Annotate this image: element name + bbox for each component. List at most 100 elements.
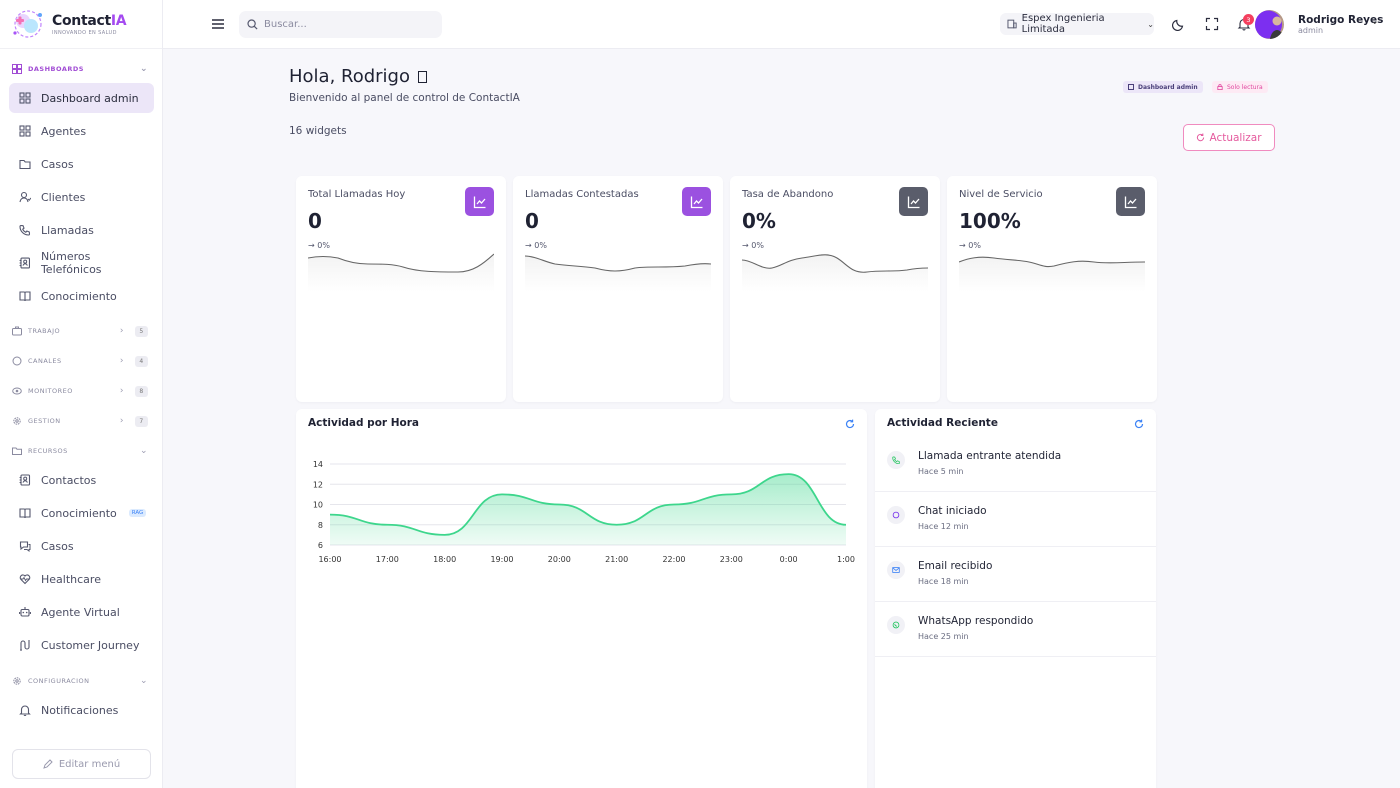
sidebar-item-contactos[interactable]: Contactos [9, 465, 154, 495]
edit-menu-label: Editar menú [58, 758, 121, 770]
sidebar-item-label: Notificaciones [41, 703, 119, 717]
activity-title: Actividad Reciente [887, 417, 998, 429]
brand[interactable]: ContactIA INNOVANDO EN SALUD [0, 0, 162, 49]
section-label: TRABAJO [28, 327, 61, 335]
activity-time: Hace 18 min [918, 577, 969, 586]
chevron-down-icon: ⌄ [139, 446, 148, 456]
sidebar-item-label: Healthcare [41, 572, 101, 586]
series-line [329, 473, 847, 536]
x-tick-label: 16:00 [318, 555, 341, 564]
hamburger-menu-icon[interactable] [211, 17, 225, 31]
sidebar-item-label: Casos [41, 157, 74, 171]
sidebar-item-label: Agentes [41, 124, 87, 138]
sidebar-item-conocimiento[interactable]: Conocimiento [9, 281, 154, 311]
chevron-right-icon: › [119, 326, 124, 336]
activity-by-hour-card: Actividad por Hora 6 8 10 12 14 16:00 17:00 18:… [296, 409, 867, 788]
sidebar-item-dashboard-admin[interactable]: Dashboard admin [9, 83, 154, 113]
user-name[interactable]: Rodrigo Reyes [1298, 14, 1384, 26]
wave-emoji-icon [418, 71, 427, 83]
search-box[interactable] [239, 11, 442, 38]
refresh-button[interactable]: Actualizar [1183, 124, 1275, 151]
section-label: GESTION [28, 417, 61, 425]
kpi-change: → 0% [308, 241, 330, 250]
area-fill [330, 474, 846, 545]
section-configuracion[interactable]: CONFIGURACION ⌄ [12, 673, 150, 689]
sidebar-item-clientes[interactable]: Clientes [9, 182, 154, 212]
sidebar-item-healthcare[interactable]: Healthcare [9, 564, 154, 594]
refresh-icon[interactable] [1134, 419, 1144, 429]
activity-title: Email recibido [918, 560, 993, 572]
x-tick-label: 18:00 [433, 555, 456, 564]
grid-icon [19, 92, 31, 104]
section-recursos[interactable]: RECURSOS ⌄ [12, 443, 150, 459]
kpi-value: 0% [742, 209, 776, 233]
sidebar-item-notificaciones[interactable]: Notificaciones [9, 695, 154, 725]
sidebar-item-label: Casos [41, 539, 74, 553]
sidebar-item-llamadas[interactable]: Llamadas [9, 215, 154, 245]
search-input[interactable] [264, 19, 424, 30]
fullscreen-icon[interactable] [1205, 17, 1219, 31]
section-count: 5 [135, 325, 148, 337]
gear-icon [13, 677, 21, 685]
company-selector[interactable]: Espex Ingenieria Limitada ⌄ [1000, 13, 1154, 35]
sidebar-item-casos[interactable]: Casos [9, 531, 154, 561]
sidebar-item-customer-journey[interactable]: Customer Journey [9, 630, 154, 660]
activity-item[interactable]: Chat iniciado Hace 12 min [875, 492, 1156, 547]
section-gestion[interactable]: GESTION › 7 [12, 413, 150, 429]
activity-item[interactable]: Llamada entrante atendida Hace 5 min [875, 437, 1156, 492]
section-monitoreo[interactable]: MONITOREO › 8 [12, 383, 150, 399]
lock-icon [1217, 84, 1223, 90]
avatar[interactable] [1255, 10, 1284, 39]
chevron-down-icon: ⌄ [139, 64, 148, 74]
kpi-card: Tasa de Abandono 0% → 0% [730, 176, 940, 402]
sidebar: ContactIA INNOVANDO EN SALUD DASHBOARDS … [0, 0, 163, 788]
sidebar-item-label: Customer Journey [41, 638, 140, 652]
eye-icon [12, 387, 22, 395]
top-header: Espex Ingenieria Limitada ⌄ 3 Rodrigo Re… [163, 0, 1400, 49]
badge-label: Dashboard admin [1138, 83, 1198, 91]
chevron-down-icon[interactable]: ⌄ [1371, 17, 1379, 27]
kpi-icon-box [465, 187, 494, 216]
sidebar-item-label: Llamadas [41, 223, 94, 237]
chart-title: Actividad por Hora [308, 417, 420, 429]
activity-item[interactable]: Email recibido Hace 18 min [875, 547, 1156, 602]
x-tick-label: 0:00 [780, 555, 798, 564]
kpi-sparkline [959, 256, 1145, 292]
section-trabajo[interactable]: TRABAJO › 5 [12, 323, 150, 339]
section-dashboards[interactable]: DASHBOARDS ⌄ [12, 61, 150, 77]
kpi-sparkline [742, 254, 928, 292]
sidebar-item-casos[interactable]: Casos [9, 149, 154, 179]
y-tick-label: 12 [313, 480, 323, 489]
user-icon [19, 191, 31, 203]
sidebar-item-conocimiento[interactable]: Conocimiento RAG [9, 498, 154, 528]
briefcase-icon [12, 326, 22, 336]
sidebar-item-números-telefónicos[interactable]: Números Telefónicos [9, 248, 154, 278]
activity-title: Chat iniciado [918, 505, 987, 517]
phone-icon [887, 451, 905, 469]
notification-badge: 3 [1243, 14, 1254, 25]
sidebar-item-label: Conocimiento [41, 506, 117, 520]
sidebar-item-agente-virtual[interactable]: Agente Virtual [9, 597, 154, 627]
refresh-icon[interactable] [845, 419, 855, 429]
pencil-icon [43, 759, 53, 769]
recent-activity-card: Actividad Reciente Llamada entrante aten… [875, 409, 1156, 788]
company-name: Espex Ingenieria Limitada [1021, 13, 1105, 35]
moon-icon[interactable] [1172, 17, 1186, 31]
kpi-card: Llamadas Contestadas 0 → 0% [513, 176, 723, 402]
heart-pulse-icon [19, 574, 31, 585]
sidebar-item-agentes[interactable]: Agentes [9, 116, 154, 146]
phone-icon [19, 224, 31, 236]
section-label: RECURSOS [28, 447, 68, 455]
kpi-label: Nivel de Servicio [959, 189, 1043, 200]
kpi-label: Tasa de Abandono [742, 189, 834, 200]
x-tick-label: 20:00 [548, 555, 571, 564]
edit-menu-button[interactable]: Editar menú [12, 749, 151, 779]
sidebar-item-label: Números Telefónicos [40, 250, 102, 276]
kpi-sparkline [308, 253, 494, 292]
section-canales[interactable]: CANALES › 4 [12, 353, 150, 369]
widgets-count: 16 widgets [289, 125, 347, 137]
activity-item[interactable]: WhatsApp respondido Hace 25 min [875, 602, 1156, 657]
contacts-icon [19, 257, 31, 269]
refresh-label: Actualizar [1209, 131, 1262, 144]
chevron-down-icon: ⌄ [1147, 19, 1154, 29]
